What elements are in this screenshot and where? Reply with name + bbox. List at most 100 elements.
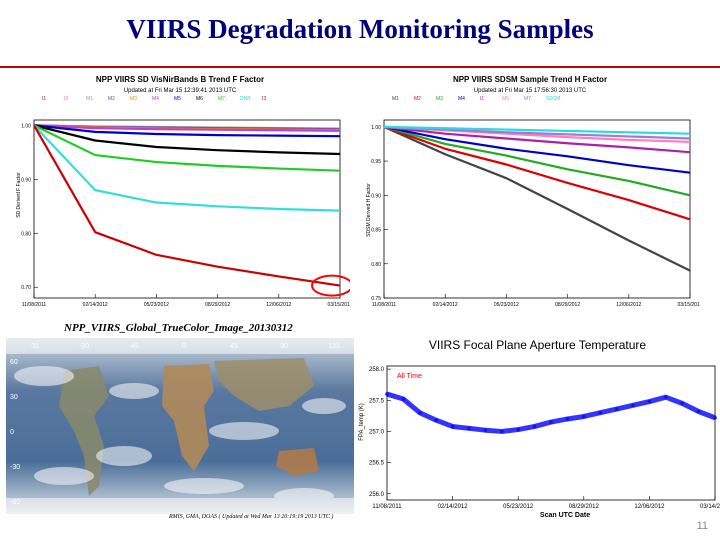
- f-chart-series-line: [33, 124, 341, 287]
- h-chart-title: NPP VIIRS SDSM Sample Trend H Factor: [453, 75, 607, 84]
- h-chart-ytick-label: 0.85: [371, 228, 381, 234]
- temp-chart-ylabel: FPA_temp (K): [359, 403, 365, 441]
- h-chart-ytick-label: 0.95: [371, 159, 381, 165]
- temp-data-point: [450, 424, 455, 429]
- f-chart-legend-entry: M3: [130, 96, 137, 102]
- temp-xtick-label: 02/14/2012: [438, 504, 469, 510]
- h-chart-legend-entry: M4: [458, 96, 465, 102]
- h-chart-subtitle: Updated at Fri Mar 15 17:56:30 2013 UTC: [474, 88, 587, 94]
- temp-data-point: [614, 407, 619, 411]
- temp-data-point: [516, 427, 520, 432]
- map-lon-label: 90: [280, 343, 288, 350]
- f-chart-subtitle: Updated at Fri Mar 15 12:39:41 2013 UTC: [124, 88, 237, 94]
- h-chart-legend-entry: SDSM: [546, 96, 560, 102]
- fpa-temperature-chart-panel: VIIRS Focal Plane Aperture Temperature F…: [355, 330, 720, 525]
- h-chart-series-line: [383, 125, 691, 174]
- f-chart-xtick-label: 11/08/2011: [22, 302, 47, 308]
- h-chart-xtick-label: 03/15/2013: [677, 302, 700, 308]
- true-color-image-panel: NPP_VIIRS_Global_TrueColor_Image_2013031…: [4, 322, 356, 522]
- map-lat-label: 60: [10, 359, 18, 366]
- h-chart-legend-entry: M5: [502, 96, 509, 102]
- map-lon-label: 135: [328, 343, 340, 350]
- slide-title: VIIRS Degradation Monitoring Samples: [126, 14, 594, 44]
- f-chart-ylabel: SD Derived F Factor: [16, 172, 22, 218]
- temp-ytick-label: 256.5: [369, 461, 385, 467]
- map-lon-label: 0: [182, 343, 186, 350]
- temperature-chart-title: VIIRS Focal Plane Aperture Temperature: [428, 338, 647, 352]
- f-chart-legend-entry: I3: [262, 96, 266, 102]
- f-chart-legend-entry: M1: [86, 96, 93, 102]
- h-chart-xtick-label: 11/08/2011: [372, 302, 397, 308]
- map-lat-label: 30: [10, 394, 18, 401]
- temp-plot-area: [386, 365, 716, 501]
- h-chart-ytick-label: 1.00: [371, 125, 381, 131]
- temp-data-point: [598, 410, 602, 415]
- h-chart-xtick-label: 12/06/2012: [616, 302, 641, 308]
- temp-data-point: [565, 417, 570, 421]
- f-chart-series-line: [33, 124, 341, 132]
- f-chart-legend-entry: DNB: [240, 96, 251, 102]
- h-chart-series-line: [383, 125, 691, 135]
- fpa-temperature-chart: FPA_temp (K) Scan UTC Date 258.0 257.5 257…: [359, 365, 720, 519]
- temp-data-point: [401, 397, 406, 401]
- h-chart-series-line: [383, 125, 691, 154]
- f-chart-xtick-label: 08/29/2012: [205, 302, 230, 308]
- temp-xtick-label: 08/29/2012: [569, 504, 600, 510]
- title-divider: [0, 66, 720, 68]
- h-factor-chart: NPP VIIRS SDSM Sample Trend H Factor Upd…: [366, 75, 700, 308]
- temp-data-point: [434, 418, 438, 423]
- f-chart-series-line: [33, 124, 341, 138]
- map-lon-label: -90: [79, 343, 89, 350]
- h-chart-legend-entry: M1: [392, 96, 399, 102]
- temp-xtick-label: 03/14/2013: [700, 504, 720, 510]
- f-chart-legend-entry: I1: [42, 96, 46, 102]
- temp-data-point: [647, 399, 652, 404]
- temp-data-point: [500, 429, 504, 434]
- f-factor-chart-panel: NPP VIIRS SD VisNirBands B Trend F Facto…: [10, 70, 350, 315]
- temp-data-point: [713, 415, 717, 420]
- f-chart-legend-entry: M2: [108, 96, 115, 102]
- temp-data-point: [582, 414, 586, 419]
- temp-ytick-label: 256.0: [369, 492, 385, 498]
- f-chart-legend-entry: M6: [196, 96, 203, 102]
- temp-ytick-label: 257.5: [369, 398, 385, 404]
- f-chart-ytick-label: 0.90: [21, 177, 31, 183]
- f-chart-legend-entry: M4: [152, 96, 159, 102]
- temp-data-point: [467, 426, 471, 431]
- temp-data-point: [664, 395, 668, 399]
- map-cloud-swirls: [6, 338, 354, 514]
- map-continent-africa-europe: [162, 364, 214, 471]
- f-chart-xtick-label: 12/06/2012: [266, 302, 291, 308]
- h-chart-ylabel: SDSM Derived H Factor: [366, 183, 372, 237]
- map-continent-australia: [276, 448, 319, 476]
- h-chart-ytick-label: 0.75: [371, 296, 381, 302]
- h-chart-series-line: [383, 125, 691, 197]
- page-number: 11: [696, 520, 708, 532]
- f-chart-series-line: [33, 124, 341, 156]
- f-chart-xtick-label: 05/23/2012: [144, 302, 169, 308]
- temp-data-point: [418, 410, 422, 415]
- temp-ytick-label: 258.0: [369, 367, 385, 373]
- f-chart-xtick-label: 03/15/2013: [327, 302, 350, 308]
- map-continent-asia: [214, 358, 314, 411]
- temp-data-point: [483, 428, 488, 432]
- f-chart-ytick-label: 0.70: [21, 285, 31, 291]
- temp-xtick-label: 05/23/2012: [503, 504, 534, 510]
- temp-data-point: [696, 409, 701, 414]
- f-chart-legend-entry: I2: [64, 96, 68, 102]
- h-chart-ytick-label: 0.90: [371, 193, 381, 199]
- temp-data-point: [631, 403, 635, 408]
- h-chart-legend-entry: M7: [524, 96, 531, 102]
- f-chart-highlight-circle: [311, 274, 350, 297]
- h-chart-legend-entry: M3: [436, 96, 443, 102]
- image-footer: RMIS, GMA, DOAS ( Updated at Wed Mar 13 …: [169, 514, 334, 520]
- temp-data-point: [680, 401, 684, 406]
- global-true-color-map: -35 -90 -45 0 45 90 135 60 30 0 -30 -60: [6, 338, 354, 514]
- map-lon-label: 45: [230, 343, 238, 350]
- h-factor-chart-panel: NPP VIIRS SDSM Sample Trend H Factor Upd…: [360, 70, 700, 315]
- f-factor-chart: NPP VIIRS SD VisNirBands B Trend F Facto…: [16, 75, 350, 308]
- temp-xtick-label: 12/06/2012: [634, 504, 665, 510]
- temp-legend-entry: All Time: [397, 373, 422, 380]
- f-chart-legend-entry: M7: [218, 96, 225, 102]
- map-longitude-labels: -35 -90 -45 0 45 90 135: [29, 343, 340, 350]
